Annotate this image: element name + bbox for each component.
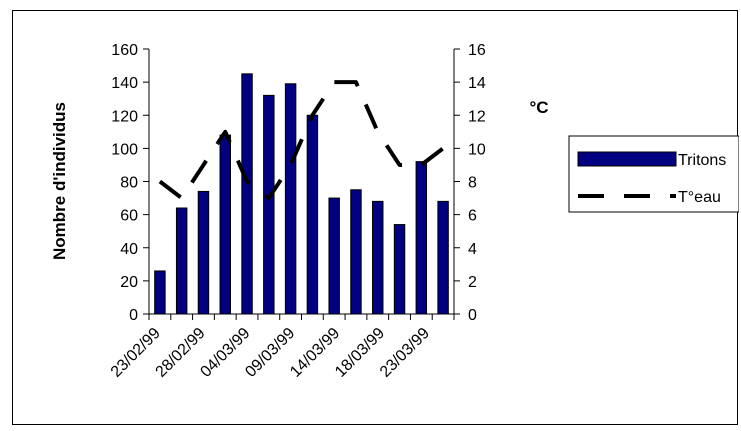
bar-8 — [328, 197, 340, 315]
y-tick-label-3: 60 — [120, 208, 138, 225]
y2-tick-label-7: 14 — [468, 75, 486, 92]
bar-11 — [393, 224, 406, 315]
bar-0 — [154, 270, 166, 315]
y2-tick-label-2: 4 — [468, 241, 477, 258]
y-tick-label-1: 20 — [120, 274, 138, 291]
bar-7 — [306, 114, 319, 315]
y2-tick-label-5: 10 — [468, 141, 486, 158]
legend-label-tritons: Tritons — [678, 152, 726, 169]
bar-5 — [263, 94, 275, 315]
y2-tick-label-1: 2 — [468, 274, 477, 291]
y-tick-label-7: 140 — [111, 75, 138, 92]
x-tick-label-6: 23/03/99 — [377, 325, 433, 381]
y-tick-label-2: 40 — [120, 241, 138, 258]
y-tick-label-4: 80 — [120, 175, 138, 192]
bar-1 — [175, 207, 188, 315]
bar-6 — [284, 83, 297, 315]
legend: Tritons T°eau — [568, 135, 740, 213]
chart-frame: 0 20 40 60 80 100 120 140 160 0 2 4 6 8 10 12 14 16 23/02/… — [12, 10, 740, 425]
series-line-teau — [158, 80, 445, 201]
legend-box — [568, 135, 740, 213]
bar-13 — [437, 200, 449, 315]
y2-tick-label-0: 0 — [468, 307, 477, 324]
y-tick-label-0: 0 — [129, 307, 138, 324]
bar-4 — [241, 73, 253, 315]
y-axis-label: Nombre d'individus — [50, 102, 69, 260]
axes: 020406080100120140160024681012141623/02/… — [108, 42, 486, 381]
bar-9 — [350, 189, 362, 315]
bar-12 — [415, 161, 428, 315]
y2-tick-label-8: 16 — [468, 42, 486, 59]
legend-swatch-tritons — [577, 151, 677, 167]
y2-tick-label-6: 12 — [468, 108, 486, 125]
bar-10 — [372, 200, 384, 315]
bar-3 — [219, 134, 231, 315]
y2-tick-label-3: 6 — [468, 208, 477, 225]
bar-2 — [197, 190, 210, 315]
y2-axis-label: °C — [529, 98, 548, 117]
y-tick-label-8: 160 — [111, 42, 138, 59]
chart-svg: 020406080100120140160024681012141623/02/… — [50, 42, 740, 381]
y2-tick-label-4: 8 — [468, 175, 477, 192]
plot-area — [154, 73, 449, 315]
legend-label-teau: T°eau — [678, 189, 721, 206]
y-tick-label-5: 100 — [111, 141, 138, 158]
y-tick-label-6: 120 — [111, 108, 138, 125]
